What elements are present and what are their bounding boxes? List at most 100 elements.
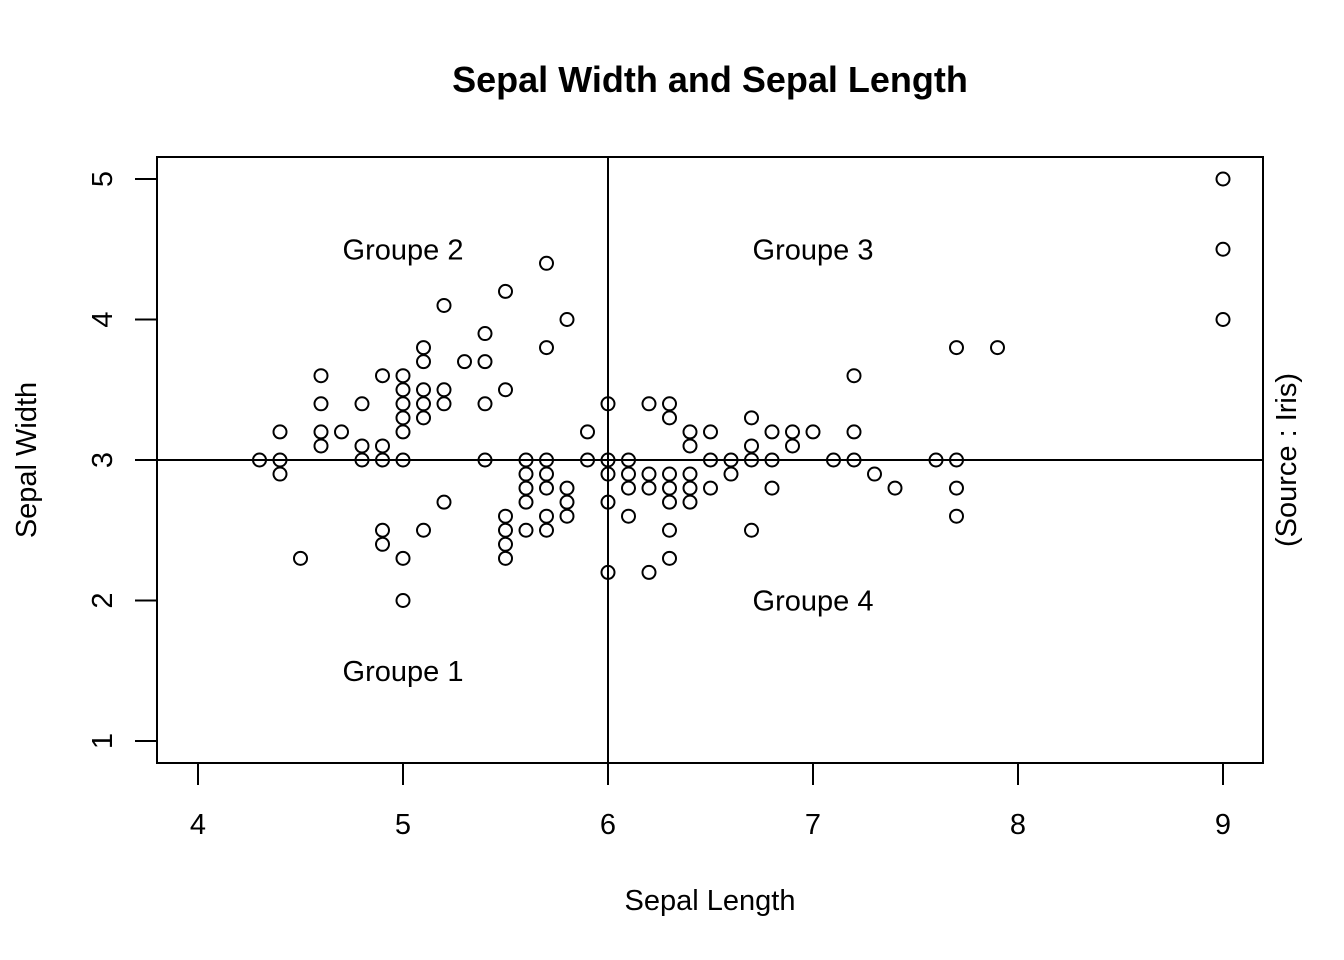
data-point (580, 424, 595, 440)
y-axis-label: Sepal Width (11, 382, 43, 538)
data-point (662, 410, 677, 426)
data-point (1215, 241, 1231, 257)
data-point (457, 354, 472, 370)
data-point (662, 550, 677, 566)
x-tick-label: 7 (805, 809, 821, 841)
data-point (949, 508, 964, 524)
data-point (662, 480, 677, 496)
y-tick-label: 2 (87, 592, 119, 608)
data-point (416, 396, 431, 412)
data-point (539, 452, 554, 468)
data-point (703, 452, 718, 468)
data-point (395, 410, 411, 426)
x-tick-label: 8 (1010, 809, 1026, 841)
data-point (498, 382, 513, 398)
data-point (723, 466, 739, 482)
data-point (416, 354, 431, 370)
data-point (518, 466, 534, 482)
data-point (928, 452, 944, 468)
data-point (641, 396, 657, 412)
data-point (682, 438, 698, 454)
data-point (641, 480, 657, 496)
data-point (682, 466, 698, 482)
data-point (395, 396, 411, 412)
data-point (313, 424, 329, 440)
data-point (272, 452, 288, 468)
data-point (826, 452, 841, 468)
data-point (539, 340, 554, 356)
group-label: Groupe 3 (753, 234, 874, 266)
data-point (416, 382, 431, 398)
data-point (518, 494, 534, 510)
data-point (477, 452, 493, 468)
data-point (703, 480, 718, 496)
data-point (764, 452, 780, 468)
data-point (375, 452, 390, 468)
data-point (252, 452, 267, 468)
data-point (682, 480, 698, 496)
data-point (539, 480, 554, 496)
data-point (498, 522, 513, 538)
data-point (395, 452, 411, 468)
data-point (354, 438, 370, 454)
data-point (682, 424, 698, 440)
data-point (395, 368, 411, 384)
data-point (518, 522, 534, 538)
data-point (272, 466, 288, 482)
data-point (805, 424, 821, 440)
data-point (395, 424, 411, 440)
data-point (375, 368, 390, 384)
data-point (641, 564, 657, 580)
chart-title: Sepal Width and Sepal Length (452, 59, 968, 100)
data-point (477, 326, 493, 342)
data-point (744, 410, 759, 426)
data-point (949, 452, 964, 468)
data-point (641, 466, 657, 482)
data-point (846, 452, 862, 468)
data-point (662, 522, 677, 538)
data-point (887, 480, 903, 496)
data-point (436, 396, 452, 412)
data-point (354, 396, 370, 412)
data-point (846, 424, 862, 440)
data-point (785, 424, 800, 440)
data-point (313, 396, 329, 412)
data-point (375, 522, 390, 538)
data-point (518, 480, 534, 496)
data-point (1215, 312, 1231, 327)
data-point (498, 283, 513, 299)
y-tick-label: 5 (87, 171, 119, 187)
data-point (621, 452, 636, 468)
data-point (662, 396, 677, 412)
data-point (764, 480, 780, 496)
data-point (600, 466, 616, 482)
data-point (744, 438, 759, 454)
data-point (949, 340, 964, 356)
data-point (395, 550, 411, 566)
data-point (436, 382, 452, 398)
x-tick-label: 5 (395, 809, 411, 841)
data-point (621, 480, 636, 496)
x-tick-label: 6 (600, 809, 616, 841)
data-point (436, 297, 452, 313)
data-point (682, 494, 698, 510)
data-point (600, 494, 616, 510)
data-point (436, 494, 452, 510)
data-point (600, 396, 616, 412)
data-point (416, 340, 431, 356)
data-point (518, 452, 534, 468)
data-point (539, 508, 554, 524)
y-tick-label: 3 (87, 452, 119, 468)
data-point (416, 522, 431, 538)
data-point (334, 424, 349, 440)
data-point (559, 508, 575, 524)
data-point (867, 466, 882, 482)
data-point (477, 354, 493, 370)
data-point (949, 480, 964, 496)
data-point (600, 564, 616, 580)
data-point (846, 368, 862, 384)
x-axis: 4 5 6 7 8 9 (190, 762, 1231, 841)
y-tick-label: 4 (87, 311, 119, 327)
group-label: Groupe 2 (343, 234, 464, 266)
group-label: Groupe 1 (343, 656, 464, 688)
